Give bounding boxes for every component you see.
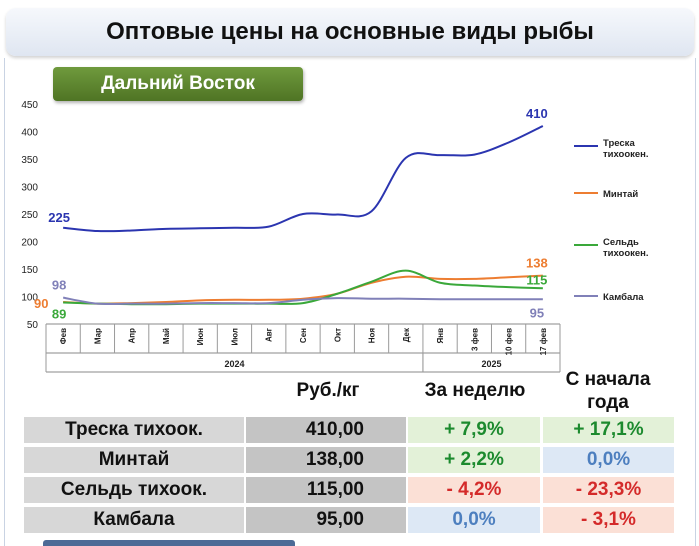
- legend-label: тихоокен.: [603, 248, 649, 259]
- x-tick-label: Июн: [196, 328, 205, 346]
- price-cell: 95,00: [246, 507, 406, 533]
- series-line: [63, 125, 544, 233]
- header-week: За неделю: [424, 380, 526, 401]
- fish-name-cell: Треска тихоок.: [24, 417, 244, 443]
- data-label-start: 98: [52, 278, 66, 293]
- x-tick-label: 10 фев: [505, 328, 514, 355]
- x-tick-label: Окт: [333, 328, 342, 342]
- x-tick-label: Июл: [230, 328, 239, 345]
- x-tick-label: Дек: [402, 327, 411, 342]
- x-year-label: 2025: [481, 359, 501, 369]
- price-table: Треска тихоок. 410,00 + 7,9% + 17,1% Минтай 1…: [24, 415, 674, 535]
- x-tick-label: 17 фев: [539, 328, 548, 355]
- header-year: С начала года: [565, 369, 651, 413]
- title-banner: Оптовые цены на основные виды рыбы: [6, 8, 694, 56]
- legend-label: Камбала: [603, 292, 644, 303]
- ytd-change-cell: - 3,1%: [543, 507, 674, 533]
- legend-label: Минтай: [603, 189, 638, 200]
- content-frame: [4, 58, 696, 546]
- x-tick-label: Ноя: [368, 328, 377, 344]
- y-tick-label: 250: [21, 210, 38, 221]
- data-label-start: 225: [48, 210, 70, 225]
- x-tick-label: Май: [162, 328, 171, 344]
- ytd-change-cell: - 23,3%: [543, 477, 674, 503]
- y-tick-label: 450: [21, 100, 38, 111]
- header-price: Руб./кг: [296, 380, 360, 401]
- x-tick-label: Апр: [128, 328, 137, 344]
- week-change-cell: + 2,2%: [408, 447, 540, 473]
- series-line: [62, 296, 543, 306]
- x-tick-label: Сен: [299, 328, 308, 343]
- data-label-start: 90: [34, 296, 48, 311]
- price-line-chart: 50 100 150 200 250 300 350 400 450 2024 2025 Фев Мар…: [21, 100, 649, 373]
- fish-name-cell: Камбала: [24, 507, 244, 533]
- data-label-end: 95: [530, 305, 544, 320]
- data-label-end: 115: [526, 272, 547, 287]
- x-tick-label: Янв: [436, 328, 445, 344]
- x-year-label: 2024: [224, 359, 244, 369]
- week-change-cell: + 7,9%: [408, 417, 540, 443]
- legend-label: Треска: [603, 138, 635, 149]
- table-row: Минтай 138,00 + 2,2% 0,0%: [24, 445, 674, 475]
- y-tick-label: 200: [21, 238, 38, 249]
- y-tick-label: 50: [27, 320, 39, 331]
- x-tick-label: Авг: [265, 327, 274, 342]
- x-tick-label: 3 фев: [470, 328, 479, 351]
- table-row: Треска тихоок. 410,00 + 7,9% + 17,1%: [24, 415, 674, 445]
- legend-label: тихоокен.: [603, 149, 649, 160]
- data-label-start: 89: [52, 307, 66, 322]
- legend-label: Сельдь: [603, 237, 639, 248]
- y-tick-label: 300: [21, 183, 38, 194]
- ytd-change-cell: + 17,1%: [543, 417, 674, 443]
- fish-name-cell: Сельдь тихоок.: [24, 477, 244, 503]
- x-tick-label: Мар: [93, 328, 102, 344]
- price-cell: 115,00: [246, 477, 406, 503]
- y-tick-label: 150: [21, 265, 38, 276]
- y-tick-label: 100: [21, 293, 38, 304]
- page-title: Оптовые цены на основные виды рыбы: [106, 18, 594, 45]
- x-tick-label: Фев: [59, 328, 68, 344]
- data-label-end: 410: [526, 106, 548, 121]
- price-cell: 138,00: [246, 447, 406, 473]
- table-row: Камбала 95,00 0,0% - 3,1%: [24, 505, 674, 535]
- ytd-change-cell: 0,0%: [543, 447, 674, 473]
- y-tick-label: 400: [21, 128, 38, 139]
- fish-name-cell: Минтай: [24, 447, 244, 473]
- data-label-end: 138: [526, 256, 548, 271]
- week-change-cell: 0,0%: [408, 507, 540, 533]
- price-cell: 410,00: [246, 417, 406, 443]
- week-change-cell: - 4,2%: [408, 477, 540, 503]
- bottom-tab: [43, 540, 295, 546]
- table-row: Сельдь тихоок. 115,00- 4,2% - 23,3%: [24, 475, 674, 505]
- region-badge: Дальний Восток: [53, 67, 303, 101]
- y-tick-label: 350: [21, 155, 38, 166]
